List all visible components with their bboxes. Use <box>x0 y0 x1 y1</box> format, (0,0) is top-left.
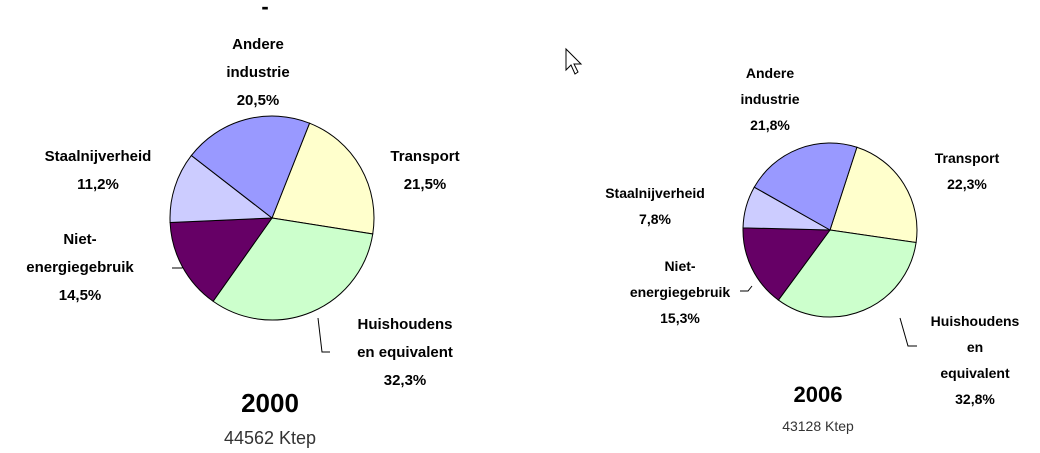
slice-label: Andere industrie 20,5% <box>226 31 289 115</box>
value-label: 11,2% <box>77 176 119 193</box>
category-name: Huishoudens en equivalent <box>930 313 1020 381</box>
category-name: Staalnijverheid <box>605 185 705 201</box>
chart-title: 2000 <box>241 388 299 418</box>
category-name: Transport <box>934 150 1000 166</box>
leader-line <box>899 317 917 347</box>
category-name: Andere industrie <box>740 65 800 107</box>
slice-label: Niet- energiegebruik 14,5% <box>26 226 134 310</box>
chart-subtitle: 43128 Ktep <box>782 418 854 434</box>
value-label: 32,8% <box>955 391 995 407</box>
value-label: 22,3% <box>947 176 987 192</box>
slice-label: Andere industrie 21,8% <box>740 60 799 138</box>
value-label: 20,5% <box>236 92 280 109</box>
category-name: Andere industrie <box>226 36 290 81</box>
value-label: 32,3% <box>383 372 427 389</box>
chart-subtitle: 44562 Ktep <box>223 428 317 448</box>
value-label: 7,8% <box>639 211 671 227</box>
pie-slice <box>169 154 274 224</box>
stray-mark: - <box>261 0 268 19</box>
pie-slice <box>753 142 858 231</box>
pie-slice <box>742 227 831 301</box>
leader-line <box>740 285 753 292</box>
slice-label: Staalnijverheid 11,2% <box>45 143 152 199</box>
slice-label: Transport 21,5% <box>390 143 459 199</box>
mouse-cursor <box>565 47 583 75</box>
slice-label: Staalnijverheid 7,8% <box>605 180 705 232</box>
slice-label: Transport 22,3% <box>935 145 1000 197</box>
category-name: Niet- energiegebruik <box>26 231 134 276</box>
category-name: Transport <box>390 148 460 165</box>
pie-slice <box>777 229 917 318</box>
pie-slice <box>212 217 374 321</box>
value-label: 14,5% <box>58 287 102 304</box>
value-label: 21,5% <box>403 176 447 193</box>
slice-label: Huishoudens en equivalent 32,3% <box>357 311 453 395</box>
chart-title: 2006 <box>793 382 843 407</box>
pie-slice <box>190 115 311 219</box>
pie-slice <box>169 217 273 302</box>
category-name: Niet- energiegebruik <box>629 258 731 300</box>
category-name: Staalnijverheid <box>44 148 152 165</box>
pie-slice <box>271 122 375 235</box>
value-label: 21,8% <box>750 117 790 133</box>
slice-label: Huishoudens en equivalent 32,8% <box>931 308 1020 412</box>
value-label: 15,3% <box>660 310 700 326</box>
pie-slice <box>829 146 918 244</box>
leader-line <box>317 317 330 353</box>
slice-label: Niet- energiegebruik 15,3% <box>630 253 730 331</box>
category-name: Huishoudens en equivalent <box>357 316 453 361</box>
